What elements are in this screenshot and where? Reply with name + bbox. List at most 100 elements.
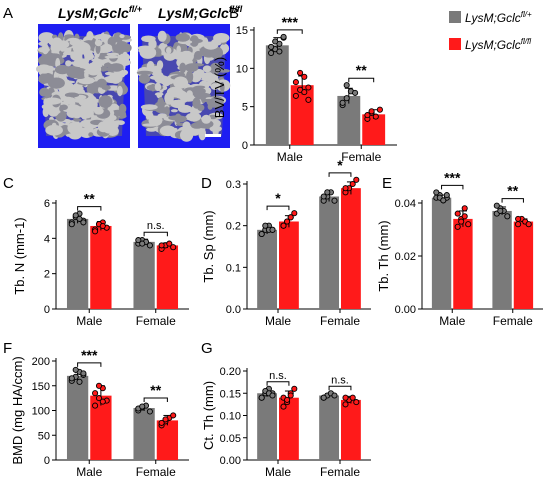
y-tick-label: 0 [44, 455, 50, 467]
trabecula [37, 55, 51, 66]
trabecula [45, 124, 63, 136]
y-tick-label: 4 [44, 233, 50, 245]
trabecula [56, 40, 70, 49]
trabecula [86, 31, 94, 41]
bar [319, 196, 339, 309]
significance-bracket [143, 397, 168, 403]
data-point [99, 222, 106, 230]
data-point [497, 207, 504, 214]
bar [319, 395, 339, 460]
trabecula [201, 114, 212, 124]
data-point [95, 395, 103, 402]
data-point [454, 223, 461, 230]
bar [492, 210, 512, 309]
data-point [297, 69, 304, 76]
significance-label: *** [81, 347, 98, 363]
data-point [284, 218, 291, 225]
trabecula [38, 41, 48, 46]
y-axis-label: Ct. Th (mm) [201, 381, 216, 450]
y-tick-label: 0.10 [220, 411, 241, 423]
bar [513, 221, 534, 309]
trabecula [42, 106, 49, 118]
data-point [284, 396, 291, 403]
chart-e: E 0.00 0.02 0.04 Tb. Th (mm) Male *** Female ** [376, 169, 543, 328]
trabecula [73, 62, 90, 68]
data-point [349, 394, 356, 401]
data-point [342, 185, 349, 192]
y-tick-label: 6 [44, 198, 50, 210]
trabecula [194, 85, 206, 89]
trabecula [97, 121, 110, 133]
data-point [376, 106, 383, 113]
data-point [364, 112, 371, 119]
trabecula [88, 132, 94, 138]
data-point [268, 43, 275, 50]
trabecula [170, 109, 178, 113]
data-point [301, 89, 308, 96]
trabecula [59, 104, 68, 111]
chart-b: B 0 5 10 15 BV/TV (%) Male *** Female ** [212, 5, 397, 164]
trabecula [73, 118, 82, 122]
significance-bracket [441, 184, 464, 190]
scan-image-left [36, 24, 132, 148]
significance-bracket [266, 381, 290, 386]
trabecula [91, 58, 103, 62]
bar [362, 114, 386, 145]
trabecula [161, 77, 171, 87]
data-point [166, 240, 173, 247]
trabecula [213, 33, 230, 43]
x-tick-label: Female [136, 465, 176, 479]
y-tick-label: 0 [242, 140, 248, 152]
x-tick-label: Male [265, 314, 291, 328]
data-point [461, 205, 468, 212]
trabecula [138, 47, 156, 54]
trabecula [101, 85, 111, 91]
trabecula [142, 123, 159, 127]
data-point [291, 210, 298, 217]
data-point [320, 394, 327, 401]
y-tick-label: 0.04 [395, 198, 416, 210]
trabecula [122, 51, 128, 59]
bar [90, 225, 112, 309]
panel-letter-a: A [3, 5, 13, 22]
significance-bracket [266, 205, 290, 211]
significance-label: ** [356, 62, 367, 78]
y-tick-label: 0.1 [226, 262, 241, 274]
data-point [440, 197, 447, 204]
trabecula [156, 60, 164, 70]
bar [66, 375, 89, 460]
x-tick-label: Male [76, 465, 102, 479]
y-axis-label: Tb. Th (mm) [376, 220, 391, 291]
x-tick-label: Female [320, 465, 360, 479]
trabecula [116, 69, 126, 78]
bar [341, 399, 361, 460]
data-point [343, 82, 350, 89]
data-point [92, 390, 99, 397]
data-point [158, 419, 165, 426]
y-tick-label: 0.3 [226, 179, 241, 191]
data-point [76, 378, 83, 385]
trabecula [174, 113, 182, 124]
trabecula [148, 115, 163, 127]
data-point [92, 402, 99, 409]
y-tick-label: 0.00 [395, 304, 416, 316]
bar [66, 218, 89, 309]
y-axis-label: Tb. Sp (mm) [201, 210, 216, 282]
significance-label: ** [150, 382, 161, 398]
trabecula [55, 64, 70, 75]
trabecula [201, 72, 219, 82]
data-point [461, 213, 468, 220]
panel-letter-e: E [382, 175, 392, 192]
trabecula [75, 55, 83, 60]
data-point [352, 89, 359, 96]
bar [90, 395, 112, 460]
trabecula [173, 76, 189, 89]
chart-f: F 0 50 100 150 200 BMD (mg HA/ccm) Male *** Femal… [3, 340, 189, 479]
trabecula [154, 82, 162, 92]
data-point [146, 408, 153, 415]
trabecula [141, 35, 156, 43]
data-point [158, 242, 165, 249]
data-point [465, 221, 472, 228]
trabecula [106, 52, 120, 56]
